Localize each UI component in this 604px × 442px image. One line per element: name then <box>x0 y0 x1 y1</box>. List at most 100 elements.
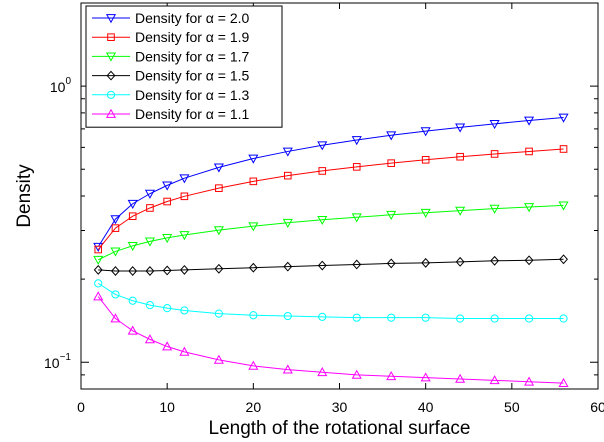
data-point-0-8 <box>282 147 293 157</box>
data-point-4-2 <box>128 296 137 305</box>
series-line-4 <box>97 282 564 320</box>
data-point-4-4 <box>163 304 172 313</box>
data-point-4-1 <box>111 290 120 299</box>
y-axis-label: Density <box>14 164 35 228</box>
data-point-1-16 <box>559 145 568 153</box>
series-5 <box>93 291 569 388</box>
data-point-2-3 <box>144 237 155 247</box>
data-point-1-7 <box>249 177 258 186</box>
data-point-0-11 <box>386 131 397 141</box>
data-point-2-10 <box>351 213 362 223</box>
data-point-5-7 <box>248 360 259 370</box>
series-0 <box>93 113 569 252</box>
data-point-4-14 <box>490 314 499 323</box>
data-point-3-15 <box>524 255 534 266</box>
legend-marker-3 <box>106 70 116 81</box>
data-point-3-7 <box>248 262 258 273</box>
data-point-3-9 <box>317 260 327 271</box>
series-line-5 <box>97 296 564 384</box>
data-point-5-9 <box>317 367 328 377</box>
y-tick-label-0: 10−1 <box>44 352 71 371</box>
data-point-1-1 <box>111 224 120 232</box>
legend-marker-0 <box>105 14 117 24</box>
data-point-5-8 <box>282 364 293 374</box>
axes-layer: 0 10 20 30 40 50 60 10−1 100 <box>44 2 604 415</box>
data-point-3-16 <box>559 254 568 265</box>
data-point-0-7 <box>248 154 259 164</box>
x-tick-label-6: 60 <box>590 399 604 415</box>
data-point-3-5 <box>179 264 189 275</box>
data-point-0-9 <box>317 141 328 151</box>
data-point-3-1 <box>111 266 120 276</box>
data-point-0-4 <box>162 181 173 191</box>
x-tick-label-4: 40 <box>418 399 434 415</box>
data-point-5-2 <box>127 325 138 335</box>
data-point-1-8 <box>284 171 292 180</box>
data-point-4-6 <box>214 309 223 318</box>
data-point-5-15 <box>524 376 535 386</box>
data-point-1-5 <box>180 192 189 201</box>
data-point-2-12 <box>420 208 431 218</box>
data-point-0-12 <box>420 127 431 137</box>
data-point-4-9 <box>318 312 327 321</box>
legend-marker-2 <box>105 52 117 62</box>
x-tick-label-1: 10 <box>159 399 175 415</box>
data-point-3-4 <box>162 265 172 276</box>
data-point-5-3 <box>144 334 155 344</box>
data-point-5-5 <box>179 346 190 356</box>
data-point-0-16 <box>558 113 569 123</box>
data-point-2-4 <box>162 234 173 244</box>
legend-label-5: Density for α = 1.1 <box>135 106 250 122</box>
data-point-0-6 <box>213 163 224 173</box>
data-point-3-10 <box>352 259 362 270</box>
data-point-5-0 <box>93 291 104 301</box>
data-point-4-5 <box>180 306 189 315</box>
data-point-1-6 <box>215 184 223 192</box>
legend-entry-3: Density for α = 1.5 <box>92 68 250 84</box>
data-point-1-15 <box>525 147 533 156</box>
legend-entry-5: Density for α = 1.1 <box>92 106 250 122</box>
x-tick-label-5: 50 <box>504 399 520 415</box>
legend-entry-4: Density for α = 1.3 <box>92 87 250 103</box>
x-tick-label-2: 20 <box>246 399 262 415</box>
series-line-1 <box>97 148 564 250</box>
data-point-3-6 <box>214 263 224 274</box>
data-point-4-16 <box>559 314 568 323</box>
series-2 <box>93 201 569 266</box>
legend-box <box>85 5 283 128</box>
series-layer <box>93 113 569 388</box>
series-line-2 <box>98 204 564 261</box>
data-point-3-13 <box>455 256 465 267</box>
data-point-2-14 <box>489 204 500 214</box>
data-point-1-10 <box>352 163 361 171</box>
data-point-3-8 <box>283 261 293 272</box>
data-point-4-15 <box>524 314 534 323</box>
data-point-1-3 <box>146 204 154 212</box>
data-point-1-9 <box>318 167 327 175</box>
data-point-4-13 <box>456 314 465 323</box>
data-point-5-11 <box>386 370 397 381</box>
data-point-2-13 <box>455 206 466 216</box>
legend-marker-4 <box>106 90 116 99</box>
legend: Density for α = 2.0 Density for α = 1.9 De… <box>85 5 283 128</box>
legend-marker-5 <box>105 108 117 118</box>
legend-entry-1: Density for α = 1.9 <box>92 29 250 45</box>
legend-marker-1 <box>107 33 115 42</box>
data-point-2-0 <box>93 255 104 266</box>
data-point-5-14 <box>489 375 500 385</box>
legend-label-4: Density for α = 1.3 <box>135 87 250 103</box>
legend-label-1: Density for α = 1.9 <box>135 29 250 45</box>
data-point-2-8 <box>282 218 293 228</box>
data-point-1-11 <box>387 159 395 167</box>
data-point-4-8 <box>283 311 292 321</box>
y-tick-label-1: 100 <box>50 76 72 95</box>
data-point-1-0 <box>94 245 103 254</box>
data-point-0-2 <box>127 199 138 209</box>
legend-label-3: Density for α = 1.5 <box>135 68 250 84</box>
data-point-2-11 <box>386 210 397 221</box>
data-point-4-12 <box>421 313 430 322</box>
data-point-2-1 <box>110 247 121 257</box>
data-point-0-15 <box>524 116 535 126</box>
legend-label-2: Density for α = 1.7 <box>135 48 250 64</box>
